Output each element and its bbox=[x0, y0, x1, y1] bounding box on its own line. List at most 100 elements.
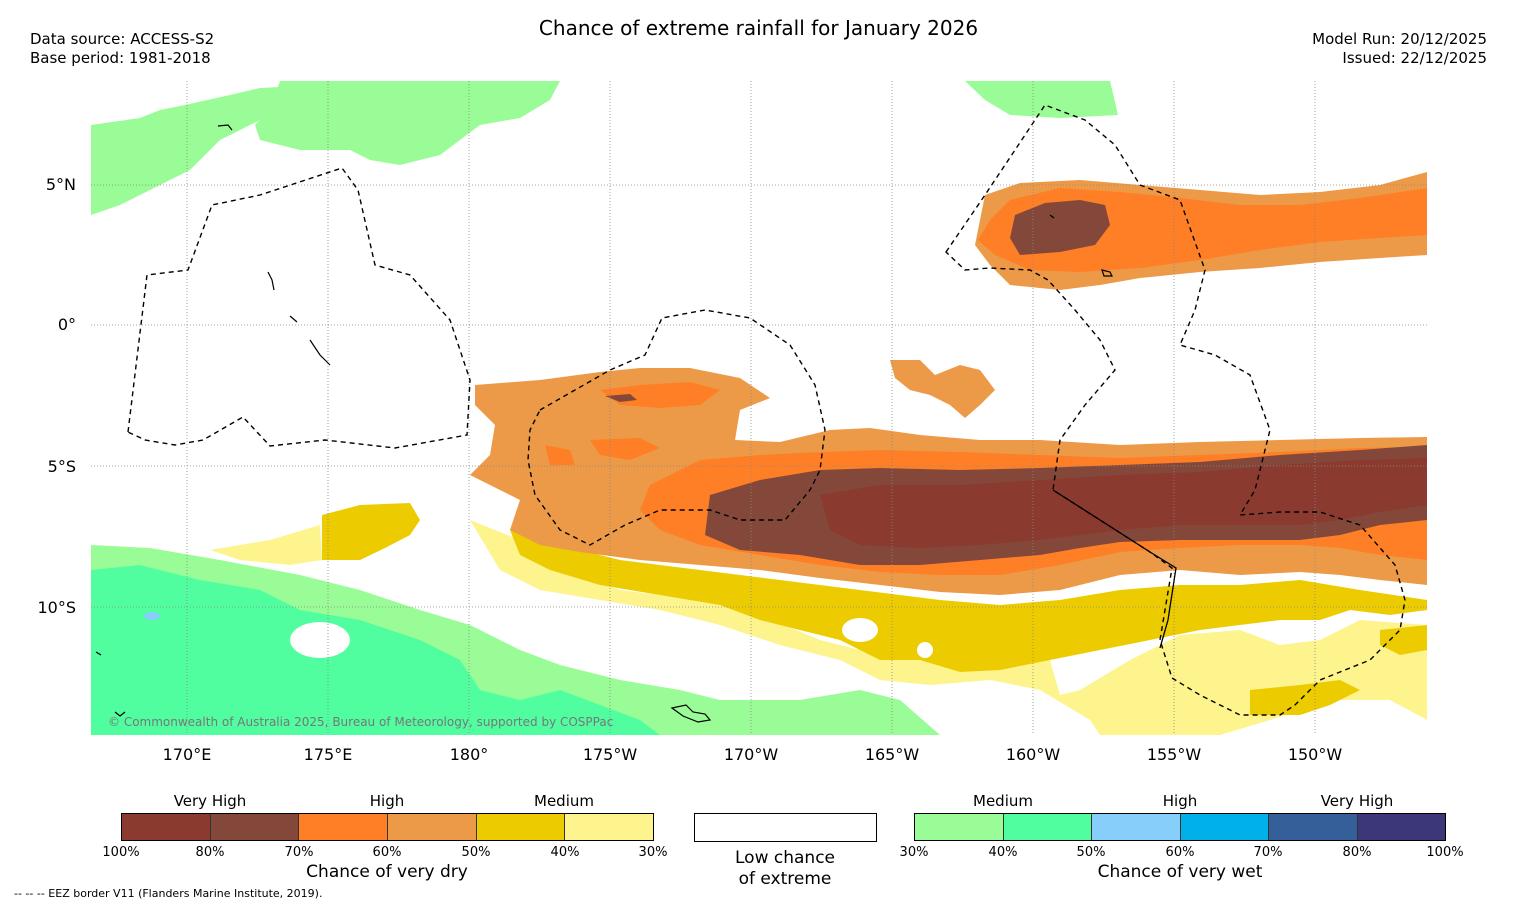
island-small-4 bbox=[289, 315, 298, 323]
lon-label-175e: 175°E bbox=[303, 745, 353, 764]
low-chance-swatch bbox=[694, 813, 877, 842]
island-small-6 bbox=[1049, 214, 1055, 219]
model-run: Model Run: 20/12/2025 bbox=[1312, 30, 1487, 48]
map-fields bbox=[91, 81, 1427, 735]
dry-swatch-60-50 bbox=[388, 814, 477, 840]
low-chance-label-line1: Low chance bbox=[735, 848, 835, 868]
wet-tick-60: 60% bbox=[1165, 845, 1195, 860]
map-gridlines bbox=[91, 81, 1427, 735]
dry-region-center-patch bbox=[890, 360, 995, 418]
dry-swatch-40-30 bbox=[565, 814, 654, 840]
lon-label-175w: 175°W bbox=[582, 745, 638, 764]
copyright-notice: © Commonwealth of Australia 2025, Bureau… bbox=[108, 715, 614, 729]
eez-border-kiribati-gilbert bbox=[127, 167, 471, 449]
wet-swatch-50-60 bbox=[1092, 814, 1181, 840]
dry-category-medium: Medium bbox=[534, 792, 594, 810]
lat-label-5s: 5°S bbox=[47, 457, 76, 476]
islands bbox=[95, 124, 1113, 723]
dry-region-small-brown bbox=[605, 394, 637, 402]
dry-swatch-70-60 bbox=[299, 814, 389, 840]
island-small-2 bbox=[217, 124, 233, 131]
eez-footnote: -- -- -- EEZ border V11 (Flanders Marine… bbox=[14, 887, 323, 900]
low-chance-hole-2 bbox=[917, 642, 933, 658]
low-chance-hole-1 bbox=[290, 622, 350, 658]
lon-label-165w: 165°W bbox=[864, 745, 920, 764]
dry-region-north-orange-blob bbox=[600, 382, 720, 408]
map-title: Chance of extreme rainfall for January 2… bbox=[538, 16, 979, 40]
lat-label-10s: 10°S bbox=[37, 598, 76, 617]
lon-label-150w: 150°W bbox=[1287, 745, 1343, 764]
dry-region-west-patch-light bbox=[210, 525, 322, 565]
dry-region-small-orange-2 bbox=[545, 445, 575, 465]
wet-tick-100: 100% bbox=[1426, 845, 1464, 860]
dry-tick-70: 70% bbox=[284, 845, 314, 860]
wet-tick-40: 40% bbox=[988, 845, 1018, 860]
dry-category-high: High bbox=[369, 792, 405, 810]
wet-category-very-high: Very High bbox=[1320, 792, 1394, 810]
low-chance-hole-3 bbox=[842, 618, 878, 642]
wet-category-medium: Medium bbox=[973, 792, 1033, 810]
wet-tick-50: 50% bbox=[1076, 845, 1106, 860]
lon-label-170w: 170°W bbox=[723, 745, 779, 764]
eez-border-solid bbox=[1052, 489, 1177, 649]
wet-tick-80: 80% bbox=[1342, 845, 1372, 860]
wet-swatch-60-70 bbox=[1180, 814, 1269, 840]
run-info: Model Run: 20/12/2025 Issued: 22/12/2025 bbox=[1312, 30, 1487, 68]
lat-label-0: 0° bbox=[57, 315, 76, 334]
island-small-5 bbox=[309, 339, 331, 366]
wet-region-north-east bbox=[965, 81, 1118, 118]
wet-tick-30: 30% bbox=[899, 845, 929, 860]
eez-border-line-islands bbox=[945, 104, 1406, 716]
dry-region-central-100 bbox=[820, 458, 1427, 548]
data-source: Data source: ACCESS-S2 bbox=[30, 30, 215, 48]
wet-swatch-30-40 bbox=[915, 814, 1004, 840]
dry-region-west-patch bbox=[322, 503, 420, 560]
eez-border-tokelau-samoa bbox=[527, 309, 826, 546]
eez-border-solid-segment bbox=[1052, 489, 1177, 649]
dry-region-south-light bbox=[470, 520, 1427, 735]
dry-swatch-80-70 bbox=[210, 814, 300, 840]
island-small-3 bbox=[267, 271, 275, 291]
lat-label-5n: 5°N bbox=[45, 175, 76, 194]
wet-legend-label: Chance of very wet bbox=[1097, 862, 1263, 882]
lon-label-160w: 160°W bbox=[1005, 745, 1061, 764]
dry-region-northeast-80 bbox=[1010, 200, 1110, 255]
island-upolu bbox=[670, 704, 712, 723]
dry-tick-60: 60% bbox=[372, 845, 402, 860]
low-chance-label-line2: of extreme bbox=[738, 869, 832, 889]
island-small-7 bbox=[95, 651, 102, 656]
dry-region-small-orange bbox=[590, 438, 660, 460]
wet-region-southwest-dark bbox=[91, 565, 660, 735]
dry-swatch-100-80 bbox=[122, 814, 211, 840]
dry-region-southeast-patch bbox=[1250, 680, 1360, 715]
data-info: Data source: ACCESS-S2 Base period: 1981… bbox=[30, 30, 214, 68]
wet-colorbar bbox=[914, 813, 1446, 841]
dry-swatch-50-40 bbox=[476, 814, 566, 840]
wet-region-north-center bbox=[255, 81, 560, 165]
island-small-1 bbox=[1101, 269, 1113, 277]
dry-colorbar bbox=[121, 813, 654, 841]
dry-legend-label: Chance of very dry bbox=[306, 862, 468, 882]
wet-swatch-70-80 bbox=[1269, 814, 1358, 840]
dry-tick-40: 40% bbox=[550, 845, 580, 860]
lon-label-155w: 155°W bbox=[1146, 745, 1202, 764]
dry-category-very-high: Very High bbox=[173, 792, 247, 810]
eez-borders bbox=[127, 104, 1406, 716]
lon-label-180: 180° bbox=[449, 745, 489, 764]
wet-tick-70: 70% bbox=[1253, 845, 1283, 860]
wet-swatch-40-50 bbox=[1003, 814, 1092, 840]
dry-tick-80: 80% bbox=[195, 845, 225, 860]
low-chance-label: Low chance of extreme bbox=[675, 848, 895, 890]
base-period: Base period: 1981-2018 bbox=[30, 49, 211, 67]
dry-tick-50: 50% bbox=[461, 845, 491, 860]
wet-category-high: High bbox=[1162, 792, 1198, 810]
dry-tick-100: 100% bbox=[102, 845, 140, 860]
wet-region-light-blue-spot bbox=[144, 612, 160, 620]
dry-region-east-patch bbox=[1380, 625, 1427, 655]
dry-tick-30: 30% bbox=[638, 845, 668, 860]
island-small-8 bbox=[114, 711, 126, 717]
issued-date: Issued: 22/12/2025 bbox=[1342, 49, 1487, 67]
wet-swatch-80-100 bbox=[1357, 814, 1445, 840]
lon-label-170e: 170°E bbox=[162, 745, 212, 764]
